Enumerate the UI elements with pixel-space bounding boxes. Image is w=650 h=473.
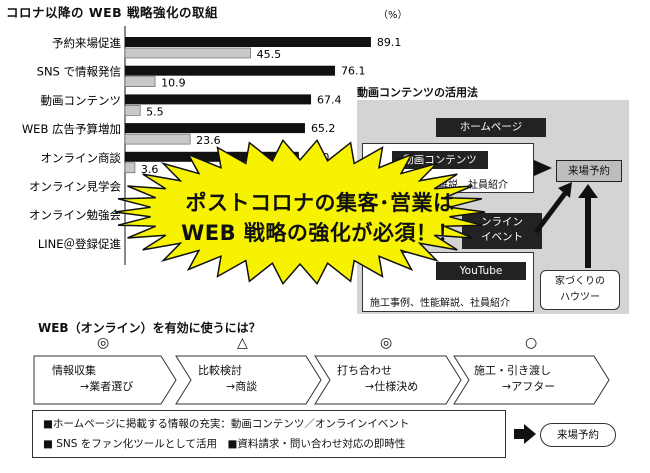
value-label-2: 10.9: [161, 77, 186, 90]
category-label: SNS で情報発信: [37, 65, 121, 79]
homepage-box: ホームページ: [436, 118, 546, 137]
step-2-label: 比較検討 →商談: [198, 363, 257, 395]
step-4-symbol: ○: [525, 335, 538, 351]
arrow-right-icon: [534, 160, 552, 176]
step-1-label: 情報収集 →業者選び: [52, 363, 133, 395]
bar-series-1: [125, 123, 305, 134]
step-arrow-1: [33, 355, 177, 405]
douga-box: 動画コンテンツ: [392, 151, 488, 169]
step-arrow-2: [175, 355, 322, 405]
value-label-2: 5.5: [146, 105, 164, 118]
online-event-text-2: イベント: [481, 231, 523, 243]
step-1-line-2: →業者選び: [80, 380, 134, 393]
chart-title: コロナ以降の WEB 戦略強化の取組: [6, 5, 219, 20]
unit-label: （%）: [378, 10, 408, 21]
value-label-2: 23.6: [196, 134, 221, 147]
step-3-line-2: →仕様決め: [365, 380, 419, 393]
step-arrow-4: [453, 355, 610, 405]
result-visit-oval: 来場予約: [540, 423, 616, 447]
category-label: オンライン見学会: [29, 180, 121, 194]
bar-series-2: [124, 105, 141, 116]
bottom-notes-box: ■ホームページに掲載する情報の充実：動画コンテンツ／オンラインイベント ■ SN…: [32, 410, 506, 458]
bar-series-1: [125, 37, 371, 47]
howto-box: 家づくりの ハウツー: [540, 270, 620, 310]
step-2-symbol: △: [237, 335, 248, 351]
online-event-box: ンライン イベント: [462, 213, 542, 249]
category-label: WEB 広告予算増加: [22, 122, 121, 136]
bar-series-2: [124, 76, 156, 87]
bar-series-2: [124, 47, 251, 59]
howto-text-1: 家づくりの: [555, 276, 605, 287]
burst-line-2: WEB 戦略の強化が必須！！: [181, 221, 459, 245]
youtube-box: YouTube: [436, 262, 526, 280]
value-label-2: 3.6: [141, 163, 159, 176]
step-3-line-1: 打ち合わせ: [337, 364, 392, 377]
value-label-1: 65.2: [311, 122, 336, 135]
step-4-label: 施工・引き渡し →アフター: [474, 363, 555, 395]
bar-series-2: [124, 162, 136, 174]
value-label-2: 45.5: [257, 48, 282, 61]
bar-series-1: [125, 94, 312, 105]
value-label-1: 67.4: [317, 93, 342, 106]
step-2-line-1: 比較検討: [198, 364, 242, 377]
value-label-1: 89.1: [377, 36, 402, 49]
value-label-1: 76.1: [341, 65, 366, 78]
howto-text-2: ハウツー: [560, 292, 600, 303]
result-arrow-icon: [514, 424, 536, 444]
usage-title: 動画コンテンツの活用法: [357, 86, 478, 99]
category-label: オンライン商談: [41, 151, 122, 165]
bar-series-2: [124, 133, 191, 145]
online-event-text-1: ンライン: [481, 216, 523, 228]
burst-line-1: ポストコロナの集客･営業は: [185, 191, 455, 215]
bar-series-1: [125, 151, 299, 162]
step-4-line-1: 施工・引き渡し: [474, 364, 551, 377]
bar-series-1: [125, 65, 336, 76]
flow-title: WEB（オンライン）を有効に使うには？: [38, 321, 261, 335]
douga-text: 性能解説、社員紹介: [418, 180, 508, 191]
step-arrow-3: [314, 355, 462, 405]
arrow-line-diagonal: [534, 190, 568, 234]
step-4-line-2: →アフター: [502, 380, 556, 393]
bottom-line-1: ■ホームページに掲載する情報の充実：動画コンテンツ／オンラインイベント: [43, 418, 410, 430]
step-1-line-1: 情報収集: [52, 364, 96, 377]
arrow-up-icon: [578, 184, 598, 198]
step-3-symbol: ◎: [380, 335, 393, 351]
youtube-text: 施工事例、性能解説、社員紹介: [370, 298, 510, 309]
category-label: 予約来場促進: [52, 36, 121, 50]
category-label: オンライン勉強会: [29, 208, 121, 222]
step-3-label: 打ち合わせ →仕様決め: [337, 363, 418, 395]
step-1-symbol: ◎: [97, 335, 110, 351]
category-label: 動画コンテンツ: [41, 93, 122, 107]
visit-box: 来場予約: [556, 160, 622, 182]
arrow-up-diagonal-icon: [558, 182, 572, 198]
bottom-line-2: ■ SNS をファン化ツールとして活用 ■資料請求・問い合わせ対応の即時性: [43, 438, 406, 450]
step-2-line-2: →商談: [226, 380, 258, 393]
category-label: LINE＠登録促進: [38, 237, 122, 251]
